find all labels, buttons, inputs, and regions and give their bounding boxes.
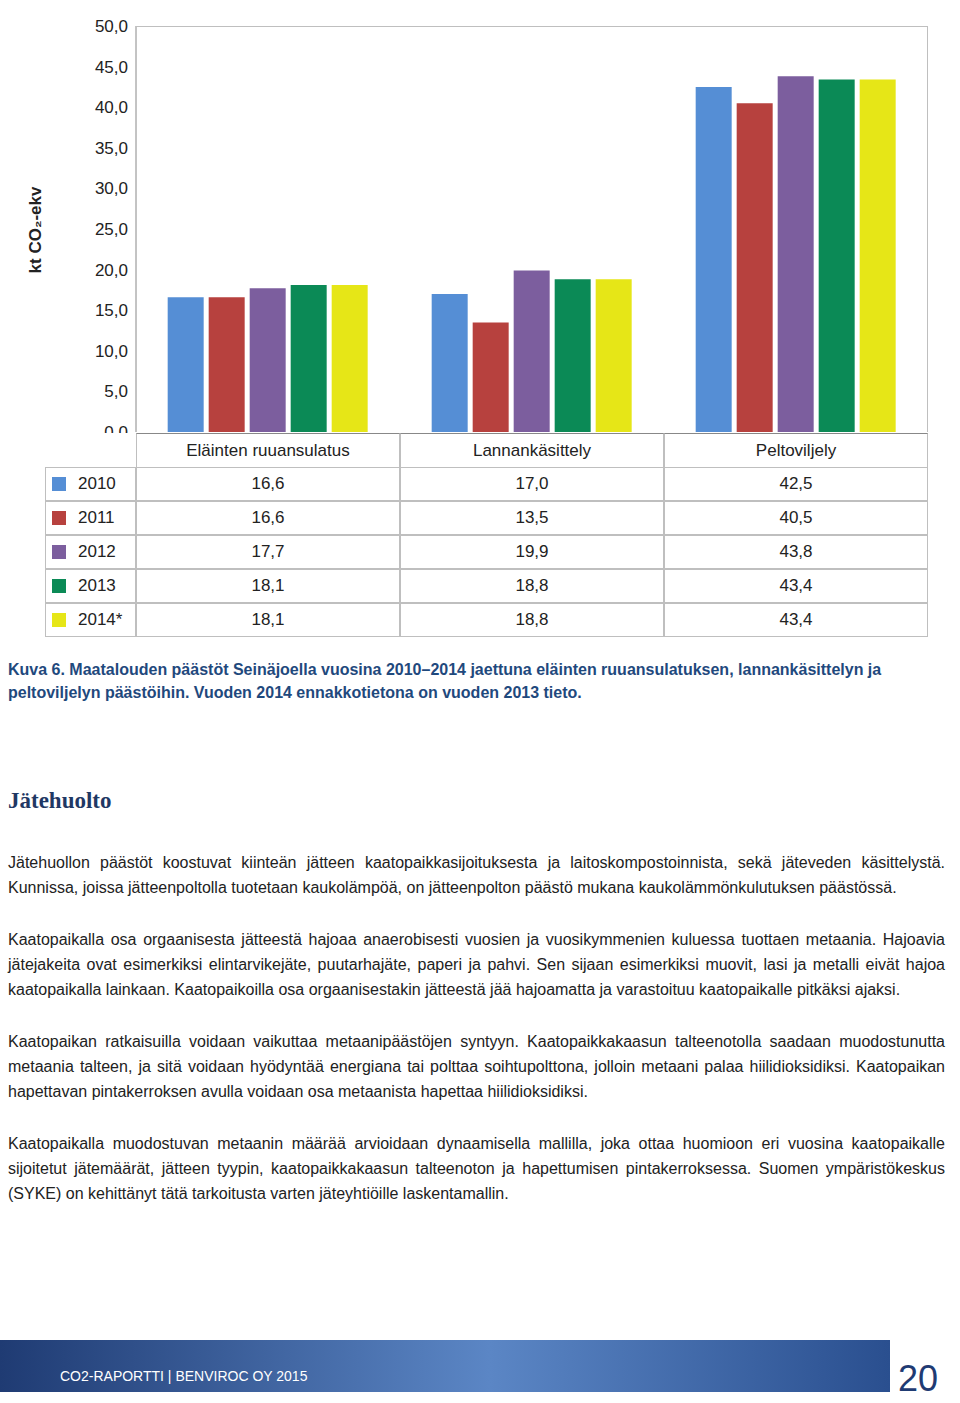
svg-text:5,0: 5,0 [104,382,128,401]
html-text:CO2-RAPORTTI | BENVIROC OY 201: CO2-RAPORTTI | BENVIROC OY 2015 [60,1368,308,1384]
svg-text:45,0: 45,0 [95,58,128,77]
html-text:43,4: 43,4 [779,576,813,595]
html-text:16,6: 16,6 [251,508,285,527]
svg-text:20,0: 20,0 [95,261,128,280]
html-text:2011: 2011 [78,508,115,527]
html-text:42,5: 42,5 [779,474,813,493]
html-text:43,8: 43,8 [779,542,813,561]
html-text:18,1: 18,1 [251,576,285,595]
html-text:18,8: 18,8 [515,576,549,595]
svg-text:15,0: 15,0 [95,301,128,320]
svg-text:30,0: 30,0 [95,179,128,198]
html-text:17,7: 17,7 [251,542,285,561]
svg-text:25,0: 25,0 [95,220,128,239]
html-text:18,8: 18,8 [515,610,549,629]
html-text:Kaatopaikalla osa orgaanisesta: Kaatopaikalla osa orgaanisesta jätteestä… [8,931,945,998]
svg-text:0,0: 0,0 [104,423,128,433]
html-text:Kaatopaikan ratkaisuilla voida: Kaatopaikan ratkaisuilla voidaan vaikutt… [8,1033,945,1100]
svg-text:35,0: 35,0 [95,139,128,158]
html-text:43,4: 43,4 [779,610,813,629]
html-text:kt CO₂-ekv: kt CO₂-ekv [26,186,45,274]
html-text:Jätehuollon päästöt koostuvat: Jätehuollon päästöt koostuvat kiinteän j… [8,854,945,896]
html-text:18,1: 18,1 [251,610,285,629]
html-text:2013: 2013 [78,576,116,595]
html-text:40,5: 40,5 [779,508,813,527]
html-text:16,6: 16,6 [251,474,285,493]
html-text:Kuva 6. Maatalouden päästöt Se: Kuva 6. Maatalouden päästöt Seinäjoella … [8,661,882,701]
html-text:Eläinten ruuansulatus: Eläinten ruuansulatus [186,440,350,460]
html-text:17,0: 17,0 [515,474,549,493]
html-text:19,9: 19,9 [515,542,549,561]
svg-text:10,0: 10,0 [95,342,128,361]
svg-text:40,0: 40,0 [95,98,128,117]
html-text:Peltoviljely: Peltoviljely [755,440,837,460]
html-text:Lannankäsittely: Lannankäsittely [472,440,592,460]
html-text:Kaatopaikalla muodostuvan meta: Kaatopaikalla muodostuvan metaanin määrä… [8,1135,945,1202]
html-text:2012: 2012 [78,542,116,561]
html-text:Jätehuolto: Jätehuolto [8,788,112,813]
html-text:2010: 2010 [78,474,116,493]
html-text:13,5: 13,5 [515,508,549,527]
html-text:20: 20 [898,1358,938,1399]
svg-text:50,0: 50,0 [95,17,128,36]
html-text:2014*: 2014* [78,610,123,629]
